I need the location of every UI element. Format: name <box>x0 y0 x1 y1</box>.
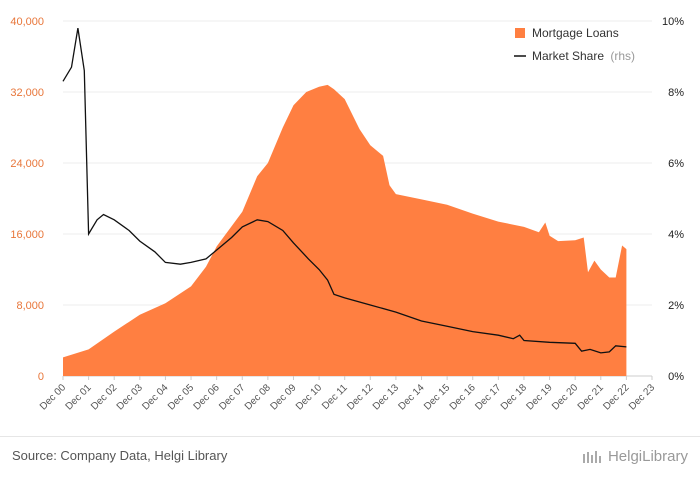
x-tick-label: Dec 05 <box>166 382 196 412</box>
y-left-tick-label: 40,000 <box>10 16 44 28</box>
y-left-tick-label: 8,000 <box>16 300 44 312</box>
x-tick-label: Dec 16 <box>448 382 478 412</box>
x-tick-label: Dec 10 <box>294 382 324 412</box>
brand-logo: HelgiLibrary <box>582 448 688 465</box>
x-tick-label: Dec 02 <box>89 382 119 412</box>
market-share-line <box>62 27 627 354</box>
x-tick-label: Dec 17 <box>473 382 503 412</box>
y-right-tick-label: 6% <box>668 158 684 170</box>
x-tick-label: Dec 22 <box>601 382 631 412</box>
y-right-tick-label: 2% <box>668 300 684 312</box>
y-left-tick-label: 24,000 <box>10 158 44 170</box>
x-tick-label: Dec 20 <box>550 382 580 412</box>
x-tick-label: Dec 19 <box>525 382 555 412</box>
x-tick-label: Dec 18 <box>499 382 529 412</box>
legend-label-market-share-suffix: (rhs) <box>610 49 635 63</box>
x-tick-label: Dec 23 <box>627 382 657 412</box>
footer-divider <box>0 436 700 437</box>
y-right-tick-label: 4% <box>668 229 684 241</box>
x-tick-label: Dec 15 <box>422 382 452 412</box>
y-left-tick-label: 0 <box>38 371 44 383</box>
x-tick-label: Dec 13 <box>371 382 401 412</box>
x-tick-label: Dec 09 <box>268 382 298 412</box>
y-left-tick-label: 32,000 <box>10 87 44 99</box>
mortgage-loans-area-layer <box>63 84 627 377</box>
x-tick-label: Dec 04 <box>140 382 170 412</box>
legend-swatch-mortgage-loans <box>515 28 525 38</box>
x-tick-label: Dec 01 <box>64 382 94 412</box>
x-tick-label: Dec 07 <box>217 382 247 412</box>
x-tick-label: Dec 12 <box>345 382 375 412</box>
y-axis-right-labels: 0% 2% 4% 6% 8% 10% <box>662 16 684 383</box>
x-tick-label: Dec 14 <box>396 382 426 412</box>
x-tick-label: Dec 06 <box>192 382 222 412</box>
legend-label-market-share: Market Share (rhs) <box>532 49 635 63</box>
library-building-icon <box>582 450 602 464</box>
x-tick-label: Dec 21 <box>576 382 606 412</box>
mortgage-loans-area <box>63 84 627 377</box>
y-right-tick-label: 10% <box>662 16 684 28</box>
x-tick-label: Dec 08 <box>243 382 273 412</box>
y-right-tick-label: 0% <box>668 371 684 383</box>
y-right-tick-label: 8% <box>668 87 684 99</box>
chart: 0 8,000 16,000 24,000 32,000 40,000 0% 2% 4% 6% 8… <box>10 16 684 413</box>
x-tick-label: Dec 00 <box>38 382 68 412</box>
x-tick-label: Dec 11 <box>320 382 350 412</box>
x-tick-label: Dec 03 <box>115 382 145 412</box>
legend-label-market-share-name: Market Share <box>532 49 604 63</box>
brand-name: HelgiLibrary <box>607 448 688 465</box>
market-share-line-layer <box>62 27 627 354</box>
y-left-tick-label: 16,000 <box>10 229 44 241</box>
legend-label-mortgage-loans: Mortgage Loans <box>532 26 619 40</box>
source-note: Source: Company Data, Helgi Library <box>12 448 228 463</box>
legend: Mortgage Loans Market Share (rhs) <box>514 26 635 63</box>
y-axis-left-labels: 0 8,000 16,000 24,000 32,000 40,000 <box>10 16 44 383</box>
